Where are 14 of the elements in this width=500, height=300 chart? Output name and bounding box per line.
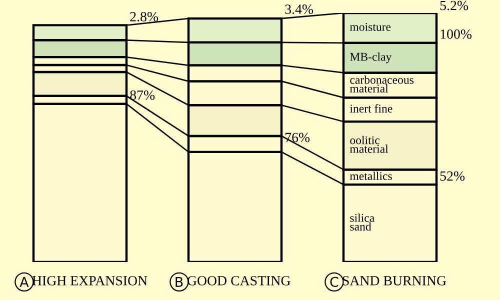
annotation: 3.4% bbox=[285, 4, 314, 14]
annotation: 2.8% bbox=[130, 12, 158, 22]
series-label: MB-clay bbox=[350, 52, 392, 64]
annotation: 87% bbox=[130, 90, 155, 100]
annotation: 52% bbox=[440, 171, 465, 181]
series-label: silica sand bbox=[350, 214, 374, 231]
series-label: inert fine bbox=[350, 104, 392, 113]
series-label: carbonaceous material bbox=[350, 76, 414, 92]
text: 5.2% bbox=[440, 0, 468, 10]
annotation: 100% bbox=[440, 29, 472, 39]
annotation: 76% bbox=[286, 132, 310, 142]
series-label: moisture bbox=[350, 22, 391, 31]
series-label: oolitic material bbox=[350, 136, 388, 153]
series-label: metallics bbox=[350, 172, 392, 180]
